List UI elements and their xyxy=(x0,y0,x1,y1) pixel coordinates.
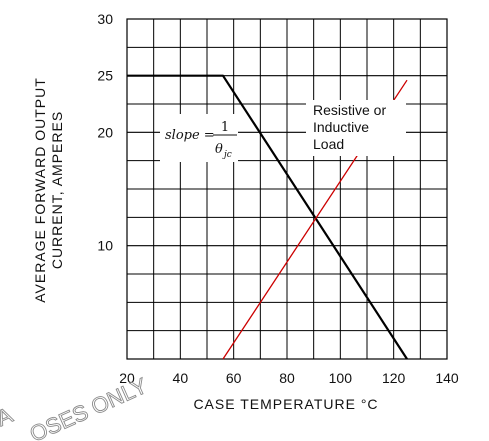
watermark: A OSES ONLY xyxy=(0,372,152,441)
slope-formula-lhs: slope = xyxy=(165,128,215,143)
series-line-derating xyxy=(127,74,408,360)
watermark-line-1: A xyxy=(0,402,17,431)
y-tick-label: 20 xyxy=(97,124,113,140)
slope-formula-denominator: θ xyxy=(215,142,223,157)
load-label-line-1: Resistive or xyxy=(313,102,386,118)
y-tick-label: 30 xyxy=(97,11,113,27)
grid-lines xyxy=(127,19,447,359)
y-axis-label-line-2: CURRENT, AMPERES xyxy=(49,111,65,269)
slope-formula-background xyxy=(160,114,238,162)
y-axis-label-line-1: AVERAGE FORWARD OUTPUT xyxy=(32,77,48,303)
load-label-line-2: Inductive xyxy=(313,119,369,135)
slope-formula-numerator: 1 xyxy=(221,120,229,135)
y-tick-label: 10 xyxy=(97,238,113,254)
slope-formula-denominator-subscript: jc xyxy=(222,150,232,160)
x-tick-label: 80 xyxy=(279,370,295,386)
load-label-line-3: Load xyxy=(313,136,344,152)
y-tick-label: 25 xyxy=(97,68,113,84)
x-tick-labels: 20 40 60 80 100 120 140 xyxy=(119,370,459,386)
x-tick-label: 60 xyxy=(226,370,242,386)
x-tick-label: 20 xyxy=(119,370,135,386)
x-tick-label: 120 xyxy=(382,370,406,386)
watermark-line-2: OSES ONLY xyxy=(26,373,151,441)
x-axis-label: CASE TEMPERATURE °C xyxy=(193,396,378,412)
y-tick-labels: 10 20 25 30 xyxy=(97,11,113,254)
slope-formula: slope = 1 θ jc xyxy=(165,120,237,160)
plot-frame xyxy=(126,18,448,360)
x-tick-label: 140 xyxy=(435,370,459,386)
x-tick-label: 40 xyxy=(173,370,189,386)
load-label-background xyxy=(306,100,406,156)
x-tick-label: 100 xyxy=(329,370,353,386)
